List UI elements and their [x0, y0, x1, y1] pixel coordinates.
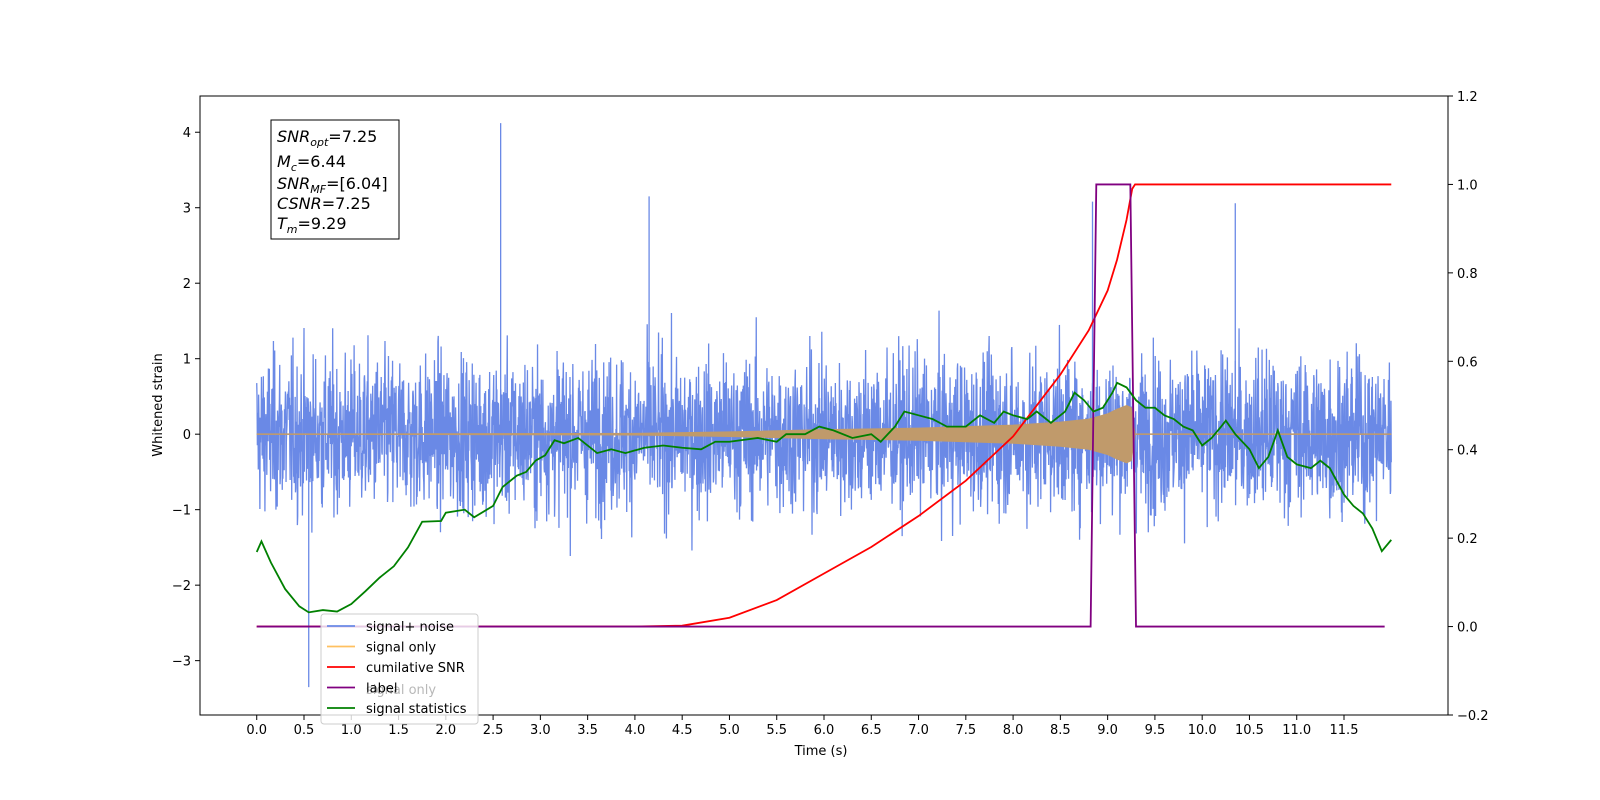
x-tick-label: 11.5 [1330, 723, 1359, 738]
legend-label: signal+ noise [366, 620, 454, 635]
y-tick-label: −3 [172, 655, 191, 670]
annotation-box: SNRopt=7.25 Mc=6.44SNRMF=[6.04]CSNR=7.25T… [270, 119, 400, 240]
y2-tick-label: −0.2 [1457, 709, 1489, 724]
x-tick-label: 7.0 [908, 723, 929, 738]
x-tick-label: 3.0 [530, 723, 551, 738]
annotation-line: Mc=6.44 [277, 152, 346, 174]
x-axis-label: Time (s) [794, 744, 848, 759]
x-tick-label: 0.5 [294, 723, 315, 738]
y2-tick-label: 1.2 [1457, 90, 1478, 105]
x-tick-label: 0.0 [246, 723, 267, 738]
legend-label: label [366, 682, 397, 697]
x-tick-label: 2.5 [483, 723, 504, 738]
x-tick-label: 10.5 [1235, 723, 1264, 738]
series-signal-statistics [255, 381, 1392, 614]
x-tick-label: 2.0 [435, 723, 456, 738]
y2-tick-label: 1.0 [1457, 178, 1478, 193]
series-signal-plus-noise [256, 310, 1392, 556]
y-tick-label: −2 [172, 579, 191, 594]
y2-tick-label: 0.2 [1457, 532, 1478, 547]
x-tick-label: 4.5 [672, 723, 693, 738]
x-tick-label: 10.0 [1188, 723, 1217, 738]
series-label [256, 183, 1385, 628]
annotation-line: CSNR=7.25 [277, 194, 371, 213]
legend-label: signal only [366, 641, 436, 656]
y-tick-label: 2 [183, 277, 191, 292]
annotation-line: SNRMF=[6.04] [277, 174, 388, 196]
y-tick-label: 3 [183, 202, 191, 217]
y-axis-label: Whitened strain [151, 353, 166, 456]
legend-label: signal statistics [366, 702, 467, 717]
x-tick-label: 5.0 [719, 723, 740, 738]
x-tick-label: 8.5 [1050, 723, 1071, 738]
x-tick-label: 1.5 [388, 723, 409, 738]
x-tick-label: 9.0 [1097, 723, 1118, 738]
annotation-line: Tm=9.29 [277, 214, 347, 236]
x-tick-label: 6.5 [861, 723, 882, 738]
legend-label: cumilative SNR [366, 661, 465, 676]
y-tick-label: 1 [183, 353, 191, 368]
x-tick-label: 5.5 [766, 723, 787, 738]
x-tick-label: 4.0 [625, 723, 646, 738]
y-tick-label: −1 [172, 504, 191, 519]
y-tick-label: 0 [183, 428, 191, 443]
x-tick-label: 7.5 [955, 723, 976, 738]
legend: signal only signal+ noise signal only cumi… [320, 613, 479, 725]
y2-tick-label: 0.4 [1457, 444, 1478, 459]
series-cumilative-snr [256, 183, 1392, 628]
y2-tick-label: 0.8 [1457, 267, 1478, 282]
y2-tick-label: 0.0 [1457, 621, 1478, 636]
x-tick-label: 3.5 [577, 723, 598, 738]
x-tick-label: 1.0 [341, 723, 362, 738]
y2-tick-label: 0.6 [1457, 355, 1478, 370]
x-tick-label: 9.5 [1145, 723, 1166, 738]
y-tick-label: 4 [183, 126, 191, 141]
x-tick-label: 8.0 [1003, 723, 1024, 738]
x-tick-label: 6.0 [814, 723, 835, 738]
x-tick-label: 11.0 [1282, 723, 1311, 738]
legend-ghost-text: signal only [366, 683, 436, 698]
annotation-line: SNRopt=7.25 [277, 127, 377, 149]
